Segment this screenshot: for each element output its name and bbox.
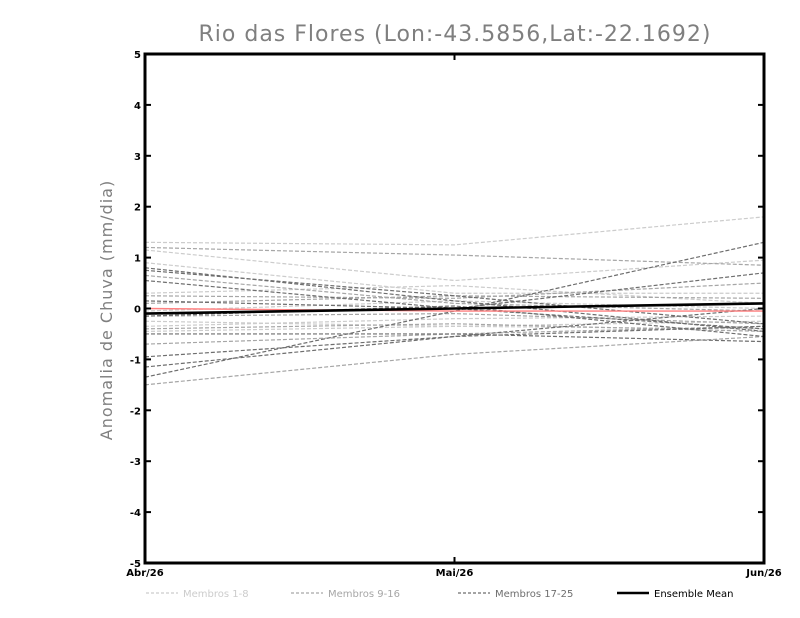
series-line-g2-8: [144, 335, 765, 386]
y-tick-label: 0: [134, 305, 141, 316]
series-line-g3-8: [144, 307, 765, 368]
series-line-g2-2: [144, 274, 765, 312]
series-line-g3-9: [144, 241, 765, 378]
series-line-g3-7: [144, 325, 765, 358]
series-line-g1-8: [144, 325, 765, 333]
y-tick-label: -5: [130, 559, 141, 570]
series-line-g1-3: [144, 262, 764, 294]
chart-title: Rio das Flores (Lon:-43.5856,Lat:-22.169…: [199, 22, 712, 47]
y-tick-label: 2: [134, 203, 141, 214]
series-line-g2-1: [144, 246, 765, 266]
y-tick-label: -3: [130, 457, 141, 468]
legend-label-4: Ensemble Mean: [654, 589, 733, 600]
series-line-g3-2: [144, 269, 765, 325]
series-line-g3-3: [144, 279, 765, 330]
series-line-g2-5: [144, 312, 765, 325]
y-tick-label: 5: [134, 50, 141, 61]
y-tick-label: -4: [130, 508, 141, 519]
x-tick-label: Mai/26: [436, 568, 474, 579]
y-axis-label: Anomalia de Chuva (mm/dia): [97, 180, 116, 440]
series-line-g1-1: [144, 216, 765, 246]
y-tick-label: 3: [134, 152, 141, 163]
series-line-g2-4: [144, 295, 765, 305]
y-tick-label: -1: [130, 355, 141, 366]
y-tick-label: 1: [134, 254, 141, 265]
legend-label-2: Membros 9-16: [328, 589, 400, 600]
series-line-g1-2: [144, 249, 765, 282]
series-line-g2-6: [144, 323, 765, 333]
series-line-g3-6: [145, 333, 765, 343]
legend-label-3: Membros 17-25: [495, 589, 573, 600]
highlight-line: [144, 307, 764, 312]
series-line-g2-3: [144, 282, 765, 299]
y-tick-label: -2: [130, 406, 141, 417]
series-line-g1-7: [144, 315, 765, 327]
series-line-g3-1: [144, 267, 765, 333]
legend-label-1: Membros 1-8: [183, 589, 249, 600]
series-layer: [144, 216, 765, 386]
series-line-g1-4: [144, 284, 765, 305]
ensemble-mean-line: [144, 302, 765, 315]
x-tick-label: Jun/26: [745, 568, 782, 579]
y-tick-label: 4: [134, 101, 141, 112]
legend: Membros 1-8 Membros 9-16 Membros 17-25 Ense…: [146, 589, 733, 600]
x-tick-label: Abr/26: [126, 568, 163, 579]
